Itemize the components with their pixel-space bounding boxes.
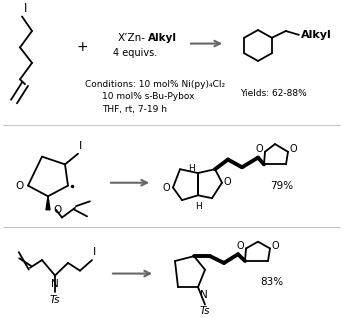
Text: O: O: [256, 144, 263, 154]
Text: O: O: [16, 181, 24, 190]
Text: O: O: [53, 205, 61, 215]
Text: 83%: 83%: [260, 277, 284, 287]
Text: Yields: 62-88%: Yields: 62-88%: [240, 89, 307, 98]
Text: O: O: [236, 240, 244, 251]
Text: THF, rt, 7-19 h: THF, rt, 7-19 h: [102, 105, 167, 114]
Polygon shape: [46, 196, 50, 210]
Text: I: I: [24, 2, 27, 15]
Text: Conditions: 10 mol% Ni(py)₄Cl₂: Conditions: 10 mol% Ni(py)₄Cl₂: [85, 80, 225, 89]
Text: O: O: [224, 177, 232, 187]
Text: Ts: Ts: [200, 307, 210, 316]
Text: Alkyl: Alkyl: [148, 33, 177, 43]
Text: X’Zn-: X’Zn-: [118, 33, 146, 43]
Text: 79%: 79%: [270, 181, 294, 190]
Text: 4 equivs.: 4 equivs.: [113, 48, 157, 58]
Text: O: O: [162, 183, 170, 193]
Text: 10 mol% s-Bu-Pybox: 10 mol% s-Bu-Pybox: [102, 92, 194, 101]
Text: O: O: [290, 144, 298, 154]
Text: N: N: [200, 290, 208, 300]
Text: I: I: [79, 141, 82, 151]
Text: H: H: [196, 202, 202, 211]
Text: N: N: [51, 280, 59, 289]
Text: H: H: [188, 164, 195, 173]
Text: Alkyl: Alkyl: [301, 30, 332, 40]
Text: Ts: Ts: [50, 295, 60, 305]
Text: +: +: [76, 40, 88, 54]
Text: I: I: [93, 247, 96, 257]
Text: O: O: [272, 240, 280, 251]
